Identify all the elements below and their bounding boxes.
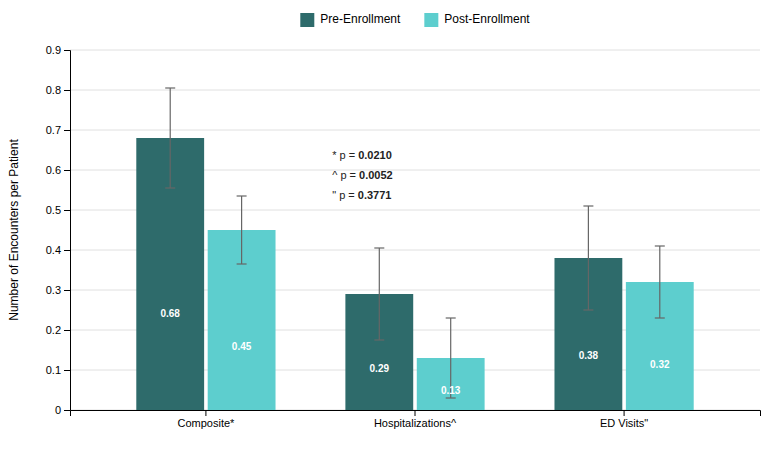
legend: Pre-Enrollment Post-Enrollment: [300, 12, 530, 27]
x-tick-label: Hospitalizations^: [374, 417, 457, 429]
error-bar-cap: [374, 339, 384, 340]
annotation-prefix: ^ p =: [332, 169, 359, 181]
annotation-prefix: " p =: [332, 189, 358, 201]
x-axis: Composite* Hospitalizations^ ED Visits": [71, 410, 761, 429]
y-tick: 0.4: [46, 244, 70, 256]
error-bar-cap: [583, 309, 593, 310]
error-bar-cap: [655, 317, 665, 318]
y-tick-label: 0.2: [46, 324, 61, 336]
y-tick-mark: [64, 50, 70, 51]
y-tick-mark: [64, 370, 70, 371]
y-tick-label: 0.4: [46, 244, 61, 256]
error-bar-line: [588, 206, 589, 310]
error-bar-cap: [237, 263, 247, 264]
annotation: ^ p = 0.0052: [332, 169, 393, 181]
data-label: 0.38: [579, 350, 599, 361]
y-tick: 0.9: [46, 44, 70, 56]
y-tick-label: 0.9: [46, 44, 61, 56]
error-bar: [374, 248, 384, 340]
error-bar-line: [241, 196, 242, 264]
y-tick-label: 0.1: [46, 364, 61, 376]
y-tick: 0.2: [46, 324, 70, 336]
annotation: " p = 0.3771: [332, 189, 391, 201]
y-tick-mark: [64, 170, 70, 171]
data-labels: 0.68 0.29 0.38 0.45 0.13 0.32: [160, 308, 669, 396]
y-tick-mark: [64, 130, 70, 131]
error-bar-cap: [374, 247, 384, 248]
grid: [70, 50, 760, 410]
x-tick-label: ED Visits": [600, 417, 648, 429]
x-axis-line: [71, 411, 761, 417]
y-axis-line: [64, 51, 71, 411]
legend-swatch: [300, 13, 314, 27]
error-bar: [165, 88, 175, 188]
y-tick: 0.5: [46, 204, 70, 216]
annotations: * p = 0.0210^ p = 0.0052" p = 0.3771: [332, 149, 393, 201]
y-tick-mark: [64, 410, 70, 411]
error-bar: [655, 246, 665, 318]
y-tick-label: 0.5: [46, 204, 61, 216]
y-tick-mark: [64, 250, 70, 251]
y-tick-label: 0.8: [46, 84, 61, 96]
data-label: 0.29: [370, 363, 390, 374]
series: [208, 196, 694, 410]
annotation-value: 0.0210: [358, 149, 392, 161]
error-bar-line: [659, 246, 660, 318]
error-bar-line: [170, 88, 171, 188]
y-tick: 0: [55, 404, 70, 416]
y-tick: 0.8: [46, 84, 70, 96]
x-tick: Composite*: [177, 410, 235, 429]
error-bar-cap: [583, 205, 593, 206]
legend-item: Pre-Enrollment: [300, 12, 401, 27]
error-bar-cap: [446, 397, 456, 398]
legend-label: Pre-Enrollment: [320, 12, 401, 26]
y-tick: 0.1: [46, 364, 70, 376]
y-tick-mark: [64, 210, 70, 211]
legend-item: Post-Enrollment: [424, 12, 530, 27]
error-bar-cap: [446, 317, 456, 318]
marks: [136, 88, 693, 410]
error-bar-cap: [237, 195, 247, 196]
annotation-prefix: * p =: [332, 149, 358, 161]
grid-line: [70, 50, 760, 51]
x-tick-mark: [624, 410, 625, 416]
annotation: * p = 0.0210: [332, 149, 392, 161]
y-tick-label: 0.6: [46, 164, 61, 176]
annotation-value: 0.0052: [359, 169, 393, 181]
y-tick-label: 0.7: [46, 124, 61, 136]
y-tick: 0.6: [46, 164, 70, 176]
data-label: 0.68: [160, 308, 180, 319]
annotation-value: 0.3771: [358, 189, 392, 201]
y-tick-label: 0.3: [46, 284, 61, 296]
y-tick: 0.3: [46, 284, 70, 296]
grid-line: [70, 130, 760, 131]
legend-swatch: [424, 13, 438, 27]
chart: 0 0.1 0.2 0.3 0.4 0.5 0.6 0.7 0.8 0.9 Composite* Ho…: [0, 0, 780, 450]
y-tick: 0.7: [46, 124, 70, 136]
data-label: 0.45: [232, 341, 252, 352]
x-tick: Hospitalizations^: [374, 410, 457, 429]
error-bar-cap: [165, 187, 175, 188]
x-tick: ED Visits": [600, 410, 648, 429]
error-bar: [237, 196, 247, 264]
plot: 0 0.1 0.2 0.3 0.4 0.5 0.6 0.7 0.8 0.9 Composite* Ho…: [46, 44, 761, 429]
error-bar-cap: [165, 87, 175, 88]
error-bar-line: [379, 248, 380, 340]
y-axis-title: Number of Encounters per Patient: [7, 139, 21, 321]
data-label: 0.32: [650, 359, 670, 370]
x-tick-mark: [205, 410, 206, 416]
x-tick-label: Composite*: [177, 417, 235, 429]
series: [136, 88, 622, 410]
error-bar-cap: [655, 245, 665, 246]
y-tick-mark: [64, 290, 70, 291]
y-tick-mark: [64, 90, 70, 91]
x-tick-mark: [415, 410, 416, 416]
data-label: 0.13: [441, 385, 461, 396]
legend-label: Post-Enrollment: [444, 12, 530, 26]
error-bar: [583, 206, 593, 310]
y-tick-label: 0: [55, 404, 61, 416]
y-tick-mark: [64, 330, 70, 331]
grid-line: [70, 90, 760, 91]
y-axis: 0 0.1 0.2 0.3 0.4 0.5 0.6 0.7 0.8 0.9: [46, 44, 71, 416]
